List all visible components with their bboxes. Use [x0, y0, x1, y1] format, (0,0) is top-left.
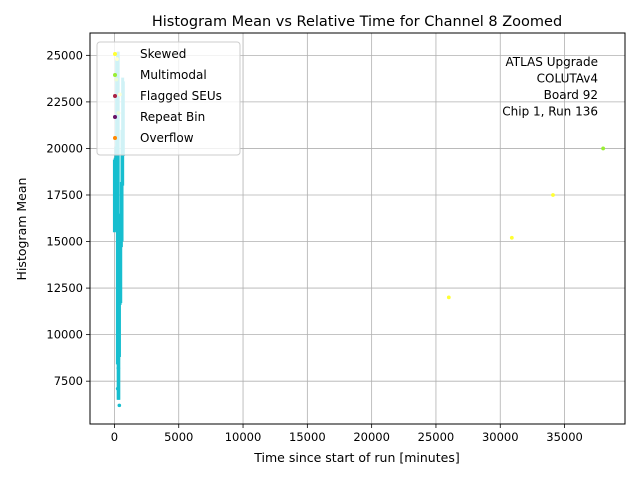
legend-marker-repeat-bin: [113, 115, 117, 119]
y-tick-label: 7500: [54, 374, 83, 388]
legend-marker-multimodal: [113, 73, 117, 77]
run-annotation: ATLAS Upgrade COLUTAv4 Board 92 Chip 1, Run…: [502, 55, 598, 119]
x-tick-label: 30000: [482, 430, 519, 444]
legend-marker-flagged-seus: [113, 94, 117, 98]
legend-marker-overflow: [113, 136, 117, 140]
legend-marker-skewed: [113, 52, 117, 56]
annotation-line: COLUTAv4: [537, 72, 598, 86]
legend-label-flagged-seus: Flagged SEUs: [140, 89, 222, 103]
skewed-point: [509, 235, 514, 240]
skewed-point: [551, 193, 555, 197]
y-tick-label: 12500: [46, 281, 83, 295]
annotation-line: Chip 1, Run 136: [502, 105, 598, 119]
legend-box: [96, 41, 241, 156]
y-tick-label: 20000: [46, 141, 83, 155]
legend-label-repeat-bin: Repeat Bin: [140, 110, 205, 124]
x-tick-label: 20000: [353, 430, 390, 444]
x-tick-label: 5000: [164, 430, 193, 444]
legend-label-skewed: Skewed: [140, 47, 186, 61]
legend-label-overflow: Overflow: [140, 131, 194, 145]
skewed-point: [446, 295, 451, 300]
y-tick-label: 15000: [46, 235, 83, 249]
multimodal-point: [601, 146, 606, 151]
plot-frame: [89, 32, 626, 425]
axis-ticks: 0 5000 10000 15000 20000 25000 30000 35000 7500 1…: [46, 48, 582, 444]
x-tick-label: 15000: [289, 430, 326, 444]
main-series-point: [116, 366, 121, 370]
annotation-line: Board 92: [544, 88, 598, 102]
grid-lines: [90, 33, 625, 424]
legend-label-multimodal: Multimodal: [140, 68, 207, 82]
y-tick-label: 25000: [46, 48, 83, 62]
y-tick-label: 10000: [46, 328, 83, 342]
x-tick-label: 10000: [225, 430, 262, 444]
chart-title: Histogram Mean vs Relative Time for Chan…: [152, 14, 562, 30]
x-tick-label: 0: [111, 430, 118, 444]
main-series-point: [117, 403, 122, 408]
y-tick-label: 17500: [46, 188, 83, 202]
annotation-line: ATLAS Upgrade: [505, 55, 598, 69]
main-series-point: [115, 386, 120, 391]
legend: Skewed Multimodal Flagged SEUs Repeat Bin Ov…: [96, 41, 241, 156]
x-tick-label: 25000: [418, 430, 455, 444]
y-axis-label: Histogram Mean: [14, 178, 29, 281]
x-tick-label: 35000: [546, 430, 583, 444]
x-axis-label: Time since start of run [minutes]: [253, 450, 459, 465]
y-tick-label: 22500: [46, 95, 83, 109]
